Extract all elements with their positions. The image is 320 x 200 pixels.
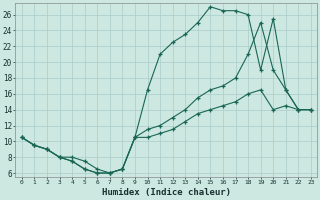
X-axis label: Humidex (Indice chaleur): Humidex (Indice chaleur): [102, 188, 231, 197]
